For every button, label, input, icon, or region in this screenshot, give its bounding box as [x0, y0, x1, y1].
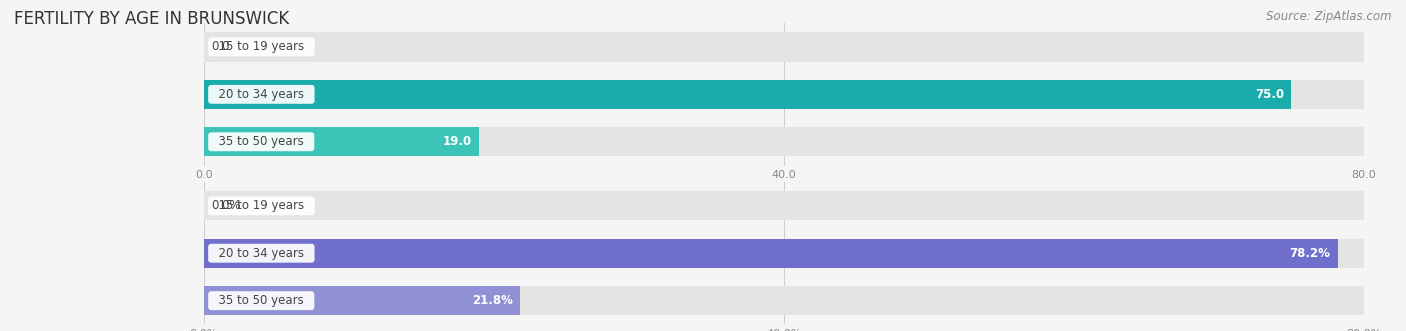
Bar — [204, 239, 1337, 268]
Text: 78.2%: 78.2% — [1289, 247, 1330, 260]
Bar — [204, 286, 1364, 315]
Text: 0.0%: 0.0% — [211, 199, 240, 212]
Text: 0.0: 0.0 — [211, 40, 229, 53]
Text: 35 to 50 years: 35 to 50 years — [211, 135, 311, 148]
Text: 20 to 34 years: 20 to 34 years — [211, 247, 312, 260]
Text: 35 to 50 years: 35 to 50 years — [211, 294, 311, 307]
Text: FERTILITY BY AGE IN BRUNSWICK: FERTILITY BY AGE IN BRUNSWICK — [14, 10, 290, 28]
Text: 20 to 34 years: 20 to 34 years — [211, 88, 312, 101]
Bar — [204, 191, 1364, 220]
Bar — [204, 239, 1364, 268]
Text: 21.8%: 21.8% — [472, 294, 513, 307]
Bar — [204, 32, 1364, 62]
Text: 19.0: 19.0 — [443, 135, 472, 148]
Text: 15 to 19 years: 15 to 19 years — [211, 199, 312, 212]
Bar — [204, 127, 479, 157]
Bar — [204, 127, 1364, 157]
Bar — [204, 80, 1291, 109]
Text: Source: ZipAtlas.com: Source: ZipAtlas.com — [1267, 10, 1392, 23]
Bar — [204, 80, 1364, 109]
Bar — [204, 286, 520, 315]
Text: 15 to 19 years: 15 to 19 years — [211, 40, 312, 53]
Text: 75.0: 75.0 — [1256, 88, 1284, 101]
